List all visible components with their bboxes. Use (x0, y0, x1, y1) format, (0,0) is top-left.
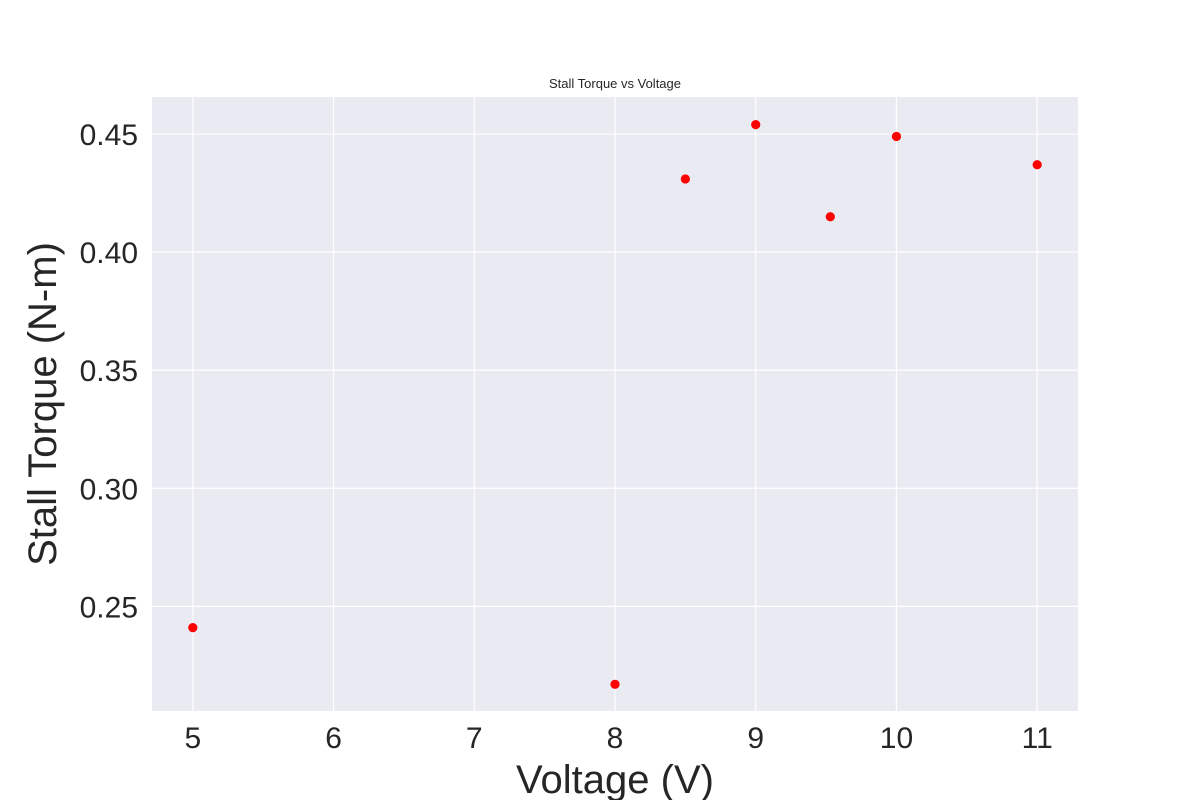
data-point (891, 131, 902, 142)
grid-lines (152, 97, 1078, 711)
y-tick-label: 0.45 (80, 119, 138, 152)
chart-title: Stall Torque vs Voltage (549, 76, 681, 91)
y-axis-label: Stall Torque (N-m) (21, 242, 65, 566)
x-tick-label: 8 (607, 722, 624, 755)
y-tick-label: 0.30 (80, 473, 138, 506)
x-tick-label: 6 (325, 722, 342, 755)
y-tick-label: 0.35 (80, 355, 138, 388)
data-points (188, 120, 1042, 689)
x-tick-label: 7 (466, 722, 483, 755)
data-point (1032, 160, 1042, 170)
y-tick-label: 0.25 (80, 591, 138, 624)
data-point (680, 174, 690, 184)
x-axis-label: Voltage (V) (516, 758, 714, 800)
x-tick-label: 10 (880, 722, 913, 755)
y-tick-labels: 0.25 0.30 0.35 0.40 0.45 (80, 119, 138, 624)
data-point (825, 212, 835, 222)
data-point (188, 623, 198, 633)
x-tick-label: 11 (1022, 722, 1053, 755)
y-tick-label: 0.40 (80, 237, 138, 270)
data-point (751, 120, 761, 130)
data-point (610, 679, 620, 689)
x-tick-label: 9 (747, 722, 764, 755)
x-tick-labels: 5 6 7 8 9 10 11 (184, 722, 1052, 755)
x-tick-label: 5 (184, 722, 201, 755)
